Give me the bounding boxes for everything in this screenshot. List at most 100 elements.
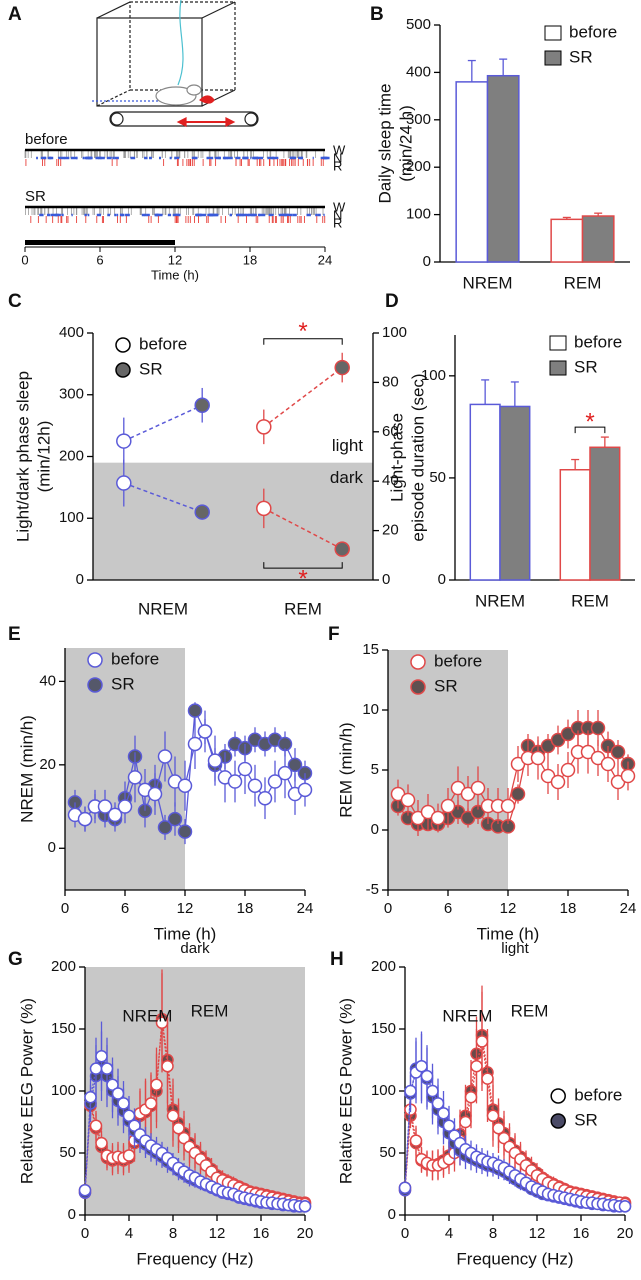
y-axis-label: NREM (min/h) [17,715,36,823]
point [560,762,576,778]
tick-label: 50 [59,1144,76,1161]
tick-label: 8 [169,1225,177,1242]
stage-label: N [333,150,342,165]
tick-label: 12 [168,252,182,267]
tick-label: 0 [382,571,390,588]
point [84,1090,97,1104]
legend-marker [87,652,103,668]
chart-title: dark [180,940,210,957]
point [257,790,273,806]
category-label: NREM [475,591,525,610]
point [620,768,636,784]
panel-letter: A [8,4,22,25]
x-axis-label: Frequency (Hz) [136,1249,253,1268]
stage-label: N [333,207,342,222]
point [177,824,193,839]
point [157,749,173,764]
tick-label: 15 [362,641,379,658]
point [486,1109,500,1123]
row-label: before [25,131,68,148]
tick-label: 100 [421,367,446,384]
category-label: REM [571,591,609,610]
point [89,1062,103,1075]
point [100,1062,114,1075]
point [167,811,183,827]
legend-marker [115,337,131,353]
dark-phase-shade [93,462,373,580]
tick-label: 0 [81,1225,89,1242]
legend-label: before [139,334,187,353]
tick-label: 500 [406,16,431,33]
point [147,786,163,802]
legend-swatch [549,335,567,351]
point [618,1200,632,1213]
point [510,786,526,802]
point [150,1078,163,1092]
x-axis-label: Frequency (Hz) [456,1249,573,1268]
point [464,1090,478,1104]
dark-period-bar [25,240,175,245]
tick-label: 10 [362,701,379,718]
bar [486,74,520,263]
tick-label: 60 [382,423,399,440]
point [122,1149,136,1162]
point [409,1134,423,1147]
bar [589,446,621,581]
point [187,736,203,752]
tick-label: 0 [68,1206,76,1223]
point [197,724,213,739]
tick-label: 100 [51,1082,76,1099]
tick-label: 150 [371,1020,396,1037]
bar [581,215,615,263]
point [481,1072,494,1085]
legend-label: SR [111,674,135,693]
point [247,778,263,793]
y-axis-label: Daily sleep time [375,84,394,204]
category-label: REM [284,599,322,618]
phase-label: dark [330,468,364,487]
significance-bracket [263,562,343,569]
tick-label: 12 [177,900,194,917]
group-label: REM [511,1001,549,1020]
point [298,1200,312,1213]
point [440,798,456,814]
tick-label: 20 [297,1225,314,1242]
point [256,500,272,517]
point [492,1121,505,1135]
legend-marker [87,677,103,693]
point [144,1097,158,1110]
tick-label: 200 [51,958,76,975]
legend-label: SR [569,47,593,66]
tick-label: 24 [620,900,637,917]
point [404,1084,417,1098]
group-label: NREM [442,1006,492,1025]
legend-label: before [574,332,622,351]
connector [263,366,343,428]
point [470,780,486,796]
tick-label: 0 [48,839,56,856]
y-axis-label: Relative EEG Power (%) [336,998,355,1184]
point [177,778,193,793]
tick-label: 100 [382,324,407,341]
point [187,703,203,718]
tick-label: 80 [382,373,399,390]
chart-title: light [501,940,529,957]
point [157,820,173,835]
panel-letter: C [8,291,22,312]
shade [388,650,508,890]
legend-label: SR [574,357,598,376]
connector [123,404,203,442]
legend-marker [410,679,426,695]
tick-label: 12 [209,1225,226,1242]
y-axis-label: Light-phase [387,413,406,502]
panel-letter: G [8,949,23,970]
tick-label: 12 [500,900,517,917]
point [400,792,416,808]
stage-label: W [333,142,346,157]
stage-label: R [333,158,342,173]
significance-star: * [585,408,594,435]
point [334,359,350,376]
bar [469,403,501,581]
tick-label: 24 [318,252,332,267]
